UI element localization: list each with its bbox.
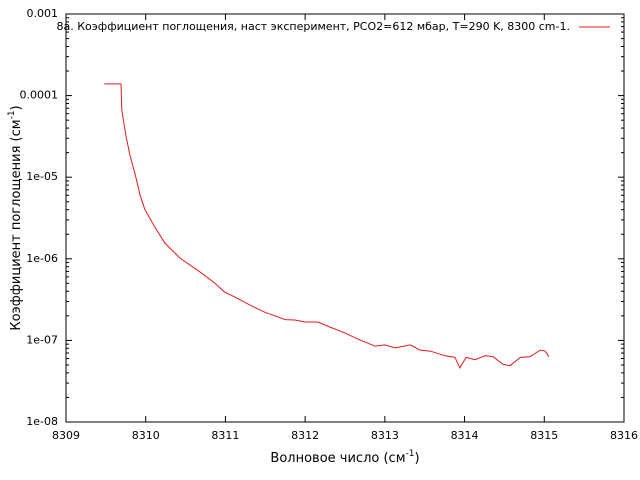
legend-label: 8a. Коэффициент поглощения, наст экспери…: [56, 20, 570, 33]
y-tick-label: 1e-05: [26, 170, 58, 183]
y-tick-label: 1e-07: [26, 333, 58, 346]
x-tick-label: 8310: [132, 429, 160, 442]
y-label-text: Коэффициент поглощения (см: [9, 119, 24, 330]
x-tick-label: 8312: [291, 429, 319, 442]
x-label-sup: -1: [406, 449, 415, 459]
y-tick-label: 1e-06: [26, 252, 58, 265]
x-tick-label: 8313: [371, 429, 399, 442]
data-line: [104, 83, 550, 369]
x-axis-label: Волновое число (см-1): [270, 449, 419, 466]
x-tick-label: 8311: [211, 429, 239, 442]
x-tick-label: 8316: [610, 429, 638, 442]
y-label-sup: -1: [7, 110, 17, 119]
x-tick-label: 8309: [52, 429, 80, 442]
y-tick-label: 0.0001: [20, 89, 59, 102]
x-label-end: ): [414, 451, 419, 466]
plot-frame: [65, 13, 625, 423]
x-tick-label: 8314: [451, 429, 479, 442]
x-label-text: Волновое число (см: [270, 451, 405, 466]
y-tick-label: 1e-08: [26, 415, 58, 428]
y-label-end: ): [9, 105, 24, 110]
y-axis-label: Коэффициент поглощения (см-1): [7, 105, 24, 330]
y-tick-label: 0.001: [27, 7, 59, 20]
x-tick-label: 8315: [530, 429, 558, 442]
